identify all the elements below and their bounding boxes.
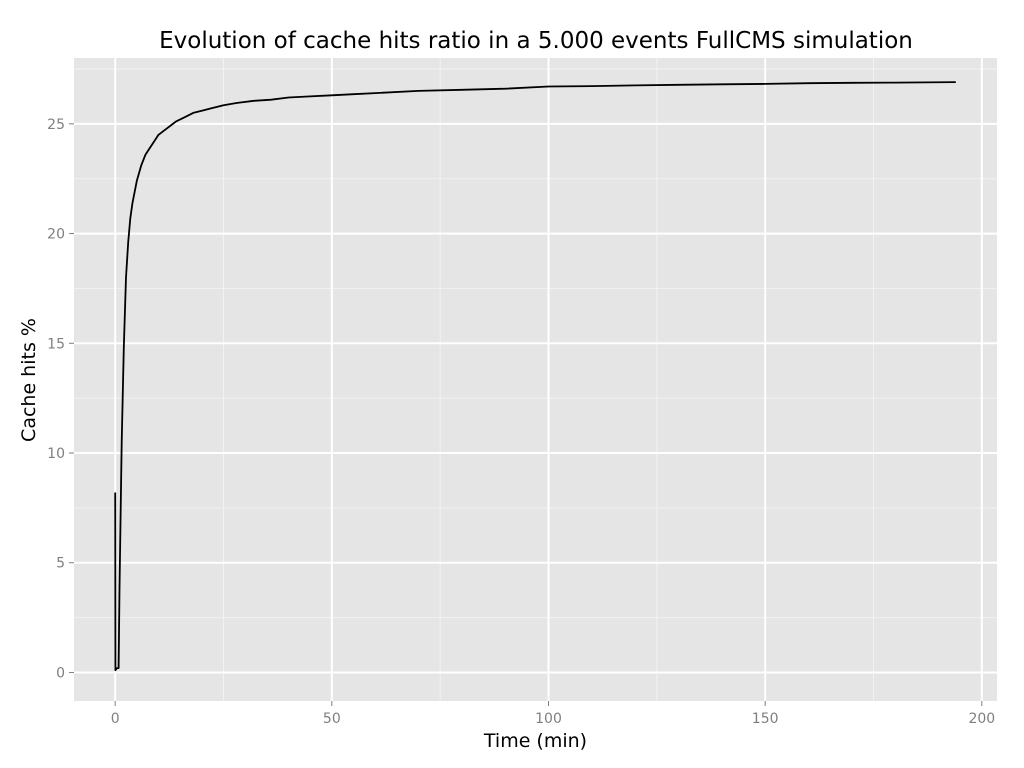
y-tick-label: 15 — [47, 336, 65, 352]
chart-title: Evolution of cache hits ratio in a 5.000… — [159, 28, 913, 54]
x-tick-label: 200 — [968, 711, 995, 727]
x-tick-label: 150 — [752, 711, 779, 727]
y-tick-label: 5 — [56, 556, 65, 572]
x-tick-label: 100 — [535, 711, 562, 727]
y-tick-label: 0 — [56, 665, 65, 681]
x-tick-label: 0 — [111, 711, 120, 727]
y-tick-label: 25 — [47, 117, 65, 133]
grid-major — [74, 58, 997, 701]
series-line — [114, 81, 956, 672]
axis-ticks: 0 50 100 150 200 0 5 10 15 20 25 — [47, 117, 995, 727]
y-tick-label: 10 — [47, 446, 65, 462]
series-group — [114, 81, 956, 672]
y-tick-label: 20 — [47, 227, 65, 243]
plot-background — [74, 58, 997, 701]
y-axis-label: Cache hits % — [18, 318, 40, 442]
x-tick-label: 50 — [323, 711, 341, 727]
x-axis-label: Time (min) — [483, 730, 588, 752]
grid-minor — [74, 58, 997, 701]
